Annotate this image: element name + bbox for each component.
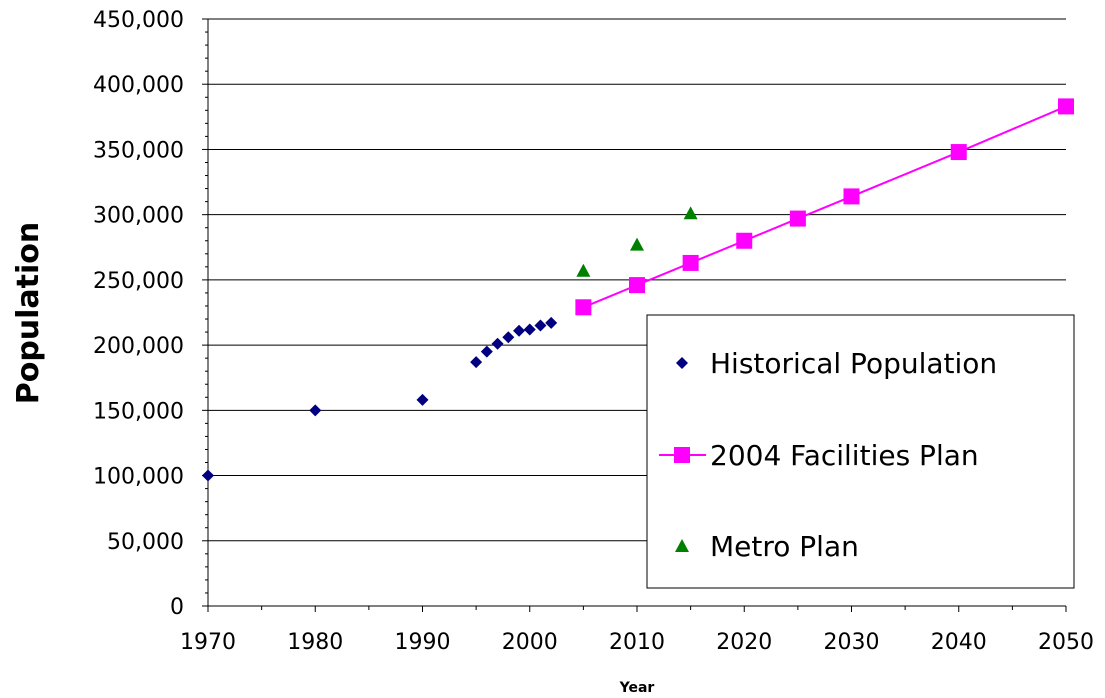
- data-point: [534, 319, 547, 332]
- x-tick-label: 1970: [180, 630, 236, 655]
- data-point: [576, 263, 591, 277]
- x-tick-label: 2000: [502, 630, 558, 655]
- data-point: [843, 188, 860, 205]
- data-point: [950, 144, 967, 161]
- x-tick-label: 2050: [1038, 630, 1094, 655]
- y-tick-label: 100,000: [93, 465, 184, 490]
- y-tick-label: 300,000: [93, 204, 184, 229]
- data-point: [491, 337, 504, 350]
- x-tick-label: 2030: [824, 630, 880, 655]
- x-axis-title: Year: [619, 680, 655, 696]
- y-tick-label: 250,000: [93, 269, 184, 294]
- data-point: [683, 206, 698, 220]
- y-axis-ticks: 0 50,000 100,000 150,000 200,000 250,000 300,0…: [93, 8, 208, 620]
- legend-item: Metro Plan: [675, 530, 859, 563]
- data-point: [545, 316, 558, 329]
- x-tick-label: 1990: [395, 630, 451, 655]
- y-tick-label: 200,000: [93, 334, 184, 359]
- data-point: [682, 254, 699, 271]
- legend-marker: [675, 539, 689, 552]
- x-tick-label: 2010: [609, 630, 665, 655]
- data-point: [202, 469, 214, 482]
- data-point: [309, 404, 322, 417]
- legend-marker: [674, 447, 690, 463]
- series-historical-population: [202, 316, 558, 482]
- legend-label: Metro Plan: [710, 530, 859, 563]
- data-point: [789, 210, 806, 227]
- data-point: [513, 324, 526, 337]
- data-point: [1058, 98, 1074, 115]
- y-tick-label: 400,000: [93, 73, 184, 98]
- data-series: [202, 98, 1074, 482]
- legend: Historical Population 2004 Facilities Pla…: [646, 314, 1075, 589]
- series-2004-facilities-plan: [575, 98, 1074, 316]
- x-tick-label: 2040: [931, 630, 987, 655]
- data-point: [630, 237, 644, 251]
- data-point: [523, 323, 536, 336]
- legend-box: [646, 314, 1075, 589]
- data-point: [629, 277, 645, 294]
- data-point: [575, 299, 592, 316]
- y-tick-label: 0: [170, 595, 184, 620]
- data-point: [502, 331, 515, 344]
- y-tick-label: 150,000: [93, 399, 184, 424]
- x-tick-label: 1980: [287, 630, 343, 655]
- legend-label: Historical Population: [710, 347, 997, 380]
- y-axis-title: Population: [11, 222, 46, 405]
- y-tick-label: 450,000: [93, 8, 184, 33]
- legend-item: 2004 Facilities Plan: [659, 439, 979, 472]
- y-tick-label: 350,000: [93, 138, 184, 163]
- x-tick-label: 2020: [716, 630, 772, 655]
- legend-label: 2004 Facilities Plan: [710, 439, 979, 472]
- series-line: [582, 105, 1067, 309]
- data-point: [480, 345, 493, 358]
- data-point: [736, 232, 753, 249]
- data-point: [416, 393, 429, 406]
- legend-item: Historical Population: [676, 347, 997, 380]
- series-metro-plan: [576, 206, 698, 277]
- x-axis-ticks: 1970 1980 1990 2000 2010 2020 2030 2040 2050: [180, 606, 1094, 655]
- data-point: [470, 356, 483, 369]
- y-tick-label: 50,000: [107, 530, 184, 555]
- legend-marker: [676, 357, 688, 369]
